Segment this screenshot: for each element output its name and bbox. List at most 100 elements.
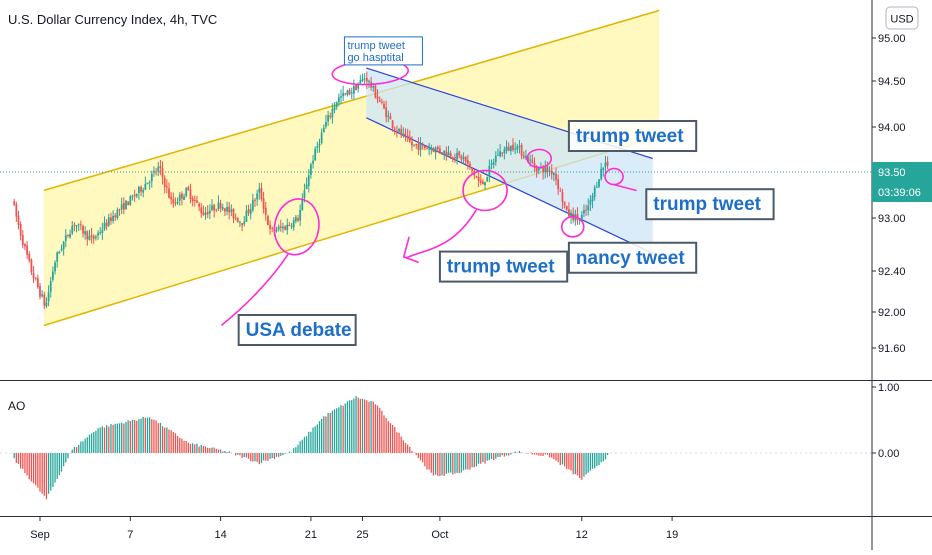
annotation-callout[interactable]: trump tweet <box>438 250 569 283</box>
marker-circle <box>462 169 508 212</box>
marker-stroke <box>402 236 419 263</box>
candle-up <box>77 223 80 232</box>
candle-up <box>153 166 155 177</box>
candle-down <box>507 142 510 152</box>
candle-up <box>578 219 581 225</box>
candle-down <box>555 167 557 186</box>
candle-down <box>193 195 196 207</box>
annotation-callout[interactable]: USA debate <box>237 314 357 346</box>
candle-down <box>426 145 428 150</box>
candle-up <box>413 144 415 148</box>
candle-down <box>561 188 564 210</box>
falling-channel-lower-line[interactable] <box>366 117 654 254</box>
candle-up <box>509 145 512 156</box>
annotation-callout[interactable]: nancy tweet <box>567 241 698 274</box>
candle-down <box>110 212 112 225</box>
candle-up <box>604 155 607 174</box>
candle-down <box>533 157 536 172</box>
candle-up <box>176 197 179 206</box>
annotation-callout[interactable]: trump tweet go hasptital <box>343 36 423 66</box>
candle-down <box>202 205 205 216</box>
candle-down <box>26 240 28 259</box>
annotation-callout[interactable]: trump tweet <box>645 188 775 221</box>
candle-up <box>359 74 362 84</box>
annotation-callout[interactable]: trump tweet <box>567 120 698 152</box>
candle-down <box>92 234 95 244</box>
candle-up <box>239 220 241 228</box>
y-tick-label: 95.00 <box>878 33 906 45</box>
ao-y-tick-label: 0.00 <box>878 448 899 460</box>
candle-down <box>36 274 39 289</box>
candle-up <box>282 222 284 233</box>
candle-down <box>13 198 16 207</box>
candle-up <box>230 204 233 217</box>
candle-down <box>466 154 469 170</box>
candle-down <box>224 207 226 217</box>
candle-up <box>363 72 366 85</box>
candle-up <box>486 176 489 182</box>
candle-up <box>327 110 329 126</box>
last-price-tag: 93.50 <box>872 162 932 182</box>
candle-up <box>299 204 302 226</box>
candle-down <box>232 208 235 224</box>
candle-down <box>234 213 237 221</box>
candle-up <box>398 127 400 134</box>
candle-down <box>396 125 398 138</box>
candle-down <box>436 145 439 153</box>
candle-down <box>241 223 243 232</box>
candle-up <box>138 185 140 200</box>
candle-down <box>213 203 216 218</box>
candle-down <box>105 218 108 231</box>
candle-down <box>159 160 162 176</box>
candle-down <box>522 151 525 160</box>
falling-channel-fill <box>366 68 653 254</box>
annotation-text: trump tweet <box>576 126 684 147</box>
candle-up <box>146 182 149 185</box>
candle-up <box>52 266 54 282</box>
candle-up <box>456 148 458 165</box>
candle-up <box>71 221 74 235</box>
candle-down <box>86 230 89 246</box>
candle-up <box>342 85 345 101</box>
candle-down <box>19 221 22 241</box>
candle-up <box>587 198 590 216</box>
y-tick-label: 94.50 <box>878 76 906 88</box>
candle-down <box>482 178 484 185</box>
x-tick-label: 12 <box>576 529 588 541</box>
candle-up <box>320 128 323 145</box>
candle-up <box>178 192 181 206</box>
candle-down <box>464 156 467 164</box>
candle-down <box>165 179 168 194</box>
candle-down <box>406 128 409 143</box>
currency-button[interactable]: USD <box>885 6 919 30</box>
candle-up <box>430 144 433 155</box>
marker-stroke <box>405 209 477 259</box>
candle-up <box>353 79 355 100</box>
candle-down <box>30 258 33 275</box>
candle-down <box>228 201 231 220</box>
candle-down <box>559 187 562 193</box>
candle-up <box>258 182 261 200</box>
candle-up <box>148 180 151 190</box>
y-tick-label: 93.00 <box>878 213 906 225</box>
candle-down <box>365 71 368 89</box>
candle-down <box>215 208 218 213</box>
chart-title: U.S. Dollar Currency Index, 4h, TVC <box>8 12 217 27</box>
x-tick-label: Oct <box>431 529 448 541</box>
rising-channel-upper-line[interactable] <box>43 9 660 192</box>
candle-down <box>389 112 392 120</box>
marker-circle <box>273 198 320 256</box>
candle-up <box>593 185 596 201</box>
candle-down <box>122 197 125 215</box>
candle-up <box>211 199 213 212</box>
candle-down <box>82 224 84 238</box>
candle-up <box>598 179 600 189</box>
candle-up <box>129 194 132 206</box>
candle-up <box>88 229 91 241</box>
candle-down <box>196 195 198 204</box>
candle-down <box>441 152 443 156</box>
candle-down <box>531 154 534 164</box>
candle-down <box>550 164 553 180</box>
candle-up <box>208 204 211 220</box>
